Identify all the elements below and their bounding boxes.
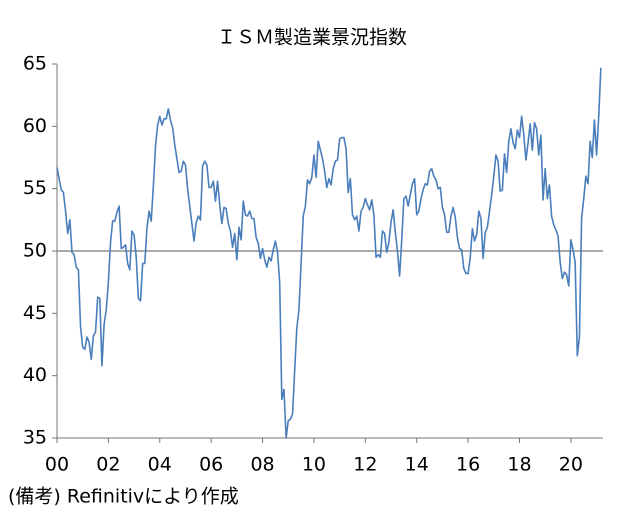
x-tick-label: 12 (353, 454, 377, 476)
x-tick-label: 18 (507, 454, 531, 476)
x-tick-label: 20 (559, 454, 583, 476)
x-tick-label: 00 (45, 454, 69, 476)
y-tick-label: 50 (23, 240, 47, 262)
data-line (56, 67, 602, 439)
x-tick-label: 16 (456, 454, 480, 476)
y-tick-label: 45 (23, 302, 47, 324)
x-tick-label: 06 (199, 454, 223, 476)
x-tick-label: 14 (405, 454, 429, 476)
y-tick-label: 60 (23, 115, 47, 137)
chart-title: ＩＳＭ製造業景況指数 (217, 27, 407, 49)
note: (備考) Refinitivにより作成 (8, 486, 239, 508)
y-tick-label: 65 (23, 53, 47, 75)
x-tick-label: 10 (302, 454, 326, 476)
x-tick-label: 04 (148, 454, 172, 476)
x-tick-label: 08 (250, 454, 274, 476)
y-tick-label: 40 (23, 364, 47, 386)
x-tick-label: 02 (96, 454, 120, 476)
y-tick-label: 55 (23, 177, 47, 199)
y-tick-label: 35 (23, 427, 47, 449)
